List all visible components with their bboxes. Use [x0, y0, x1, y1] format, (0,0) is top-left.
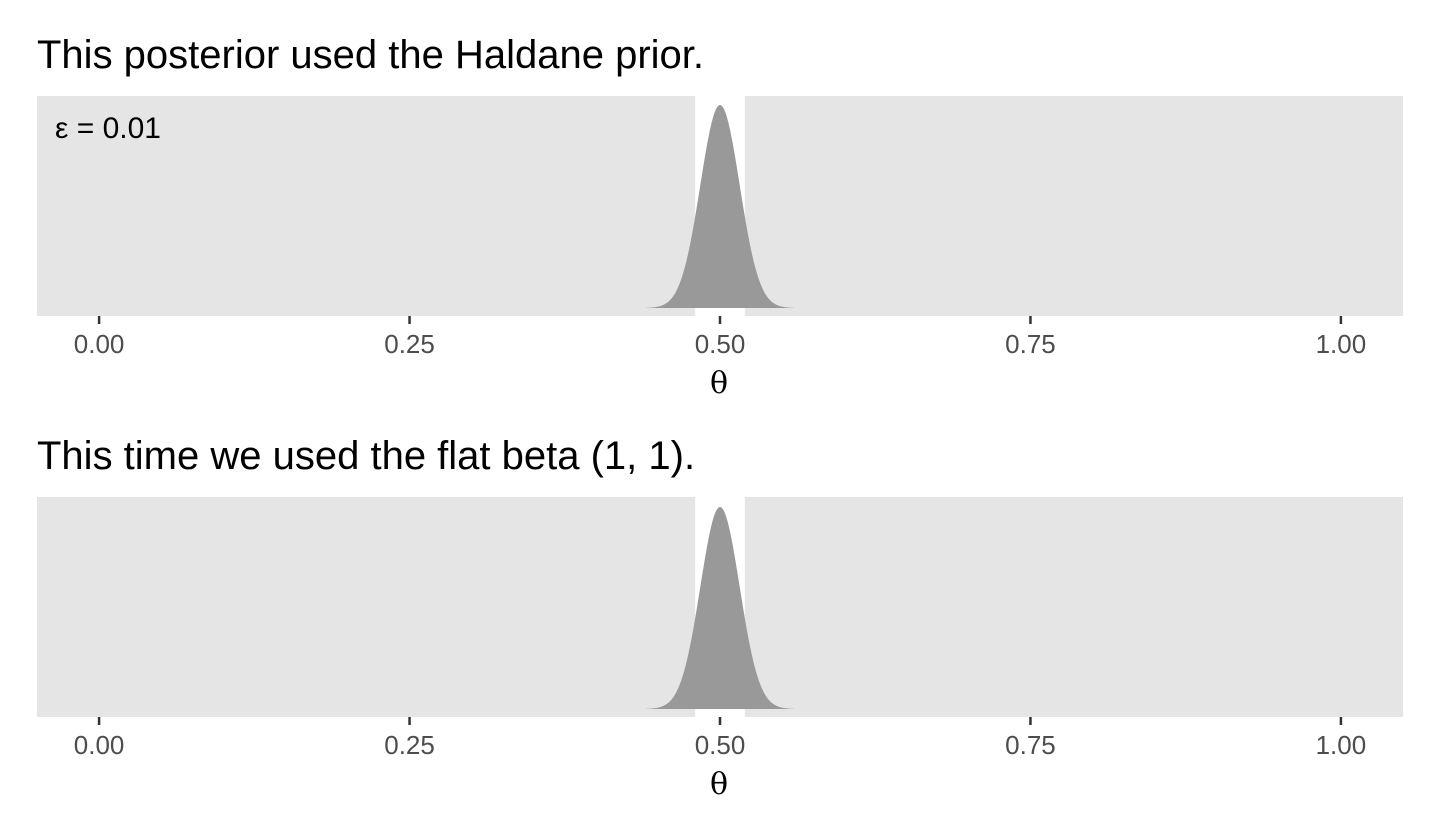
panel-1: This posterior used the Haldane prior. ε…: [37, 33, 1403, 401]
x-tick-label-0: 0.00: [74, 730, 125, 760]
panel-2: This time we used the flat beta (1, 1). …: [37, 434, 1403, 802]
x-tick-label-4: 1.00: [1316, 329, 1367, 359]
x-tick-label-0: 0.00: [74, 329, 125, 359]
panel-2-x-axis-title: θ: [710, 767, 728, 802]
x-tick-label-3: 0.75: [1005, 730, 1056, 760]
panel-1-title: This posterior used the Haldane prior.: [37, 33, 704, 77]
x-tick-label-3: 0.75: [1005, 329, 1056, 359]
x-tick-label-2: 0.50: [695, 730, 746, 760]
x-tick-label-1: 0.25: [384, 730, 435, 760]
panel-2-density-area: [645, 507, 795, 709]
panel-1-density-area: [645, 105, 795, 308]
x-tick-label-4: 1.00: [1316, 730, 1367, 760]
panel-1-x-axis-title: θ: [710, 366, 728, 401]
panel-2-x-axis: 0.00 0.25 0.50 0.75 1.00: [74, 717, 1366, 760]
panel-1-epsilon-annotation: ε = 0.01: [55, 112, 161, 145]
x-tick-label-1: 0.25: [384, 329, 435, 359]
panel-2-title: This time we used the flat beta (1, 1).: [37, 434, 695, 478]
x-tick-label-2: 0.50: [695, 329, 746, 359]
panel-1-x-axis: 0.00 0.25 0.50 0.75 1.00: [74, 316, 1366, 359]
